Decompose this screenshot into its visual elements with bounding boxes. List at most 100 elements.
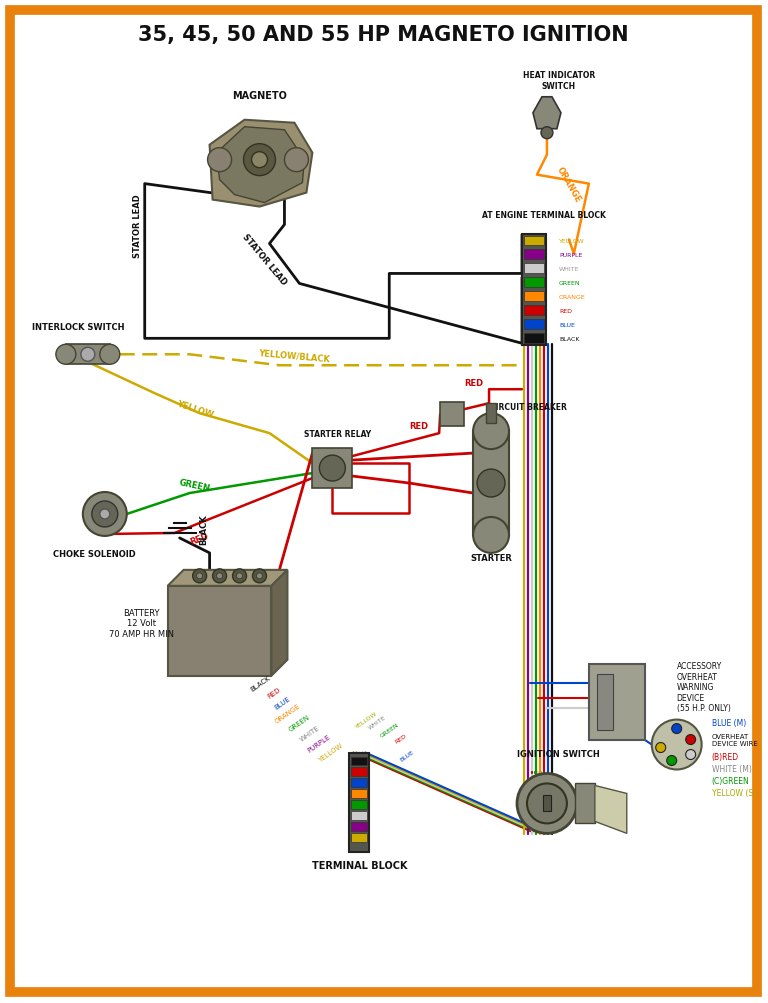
Bar: [351, 811, 367, 820]
Bar: [486, 404, 496, 423]
Bar: [524, 292, 544, 302]
Circle shape: [652, 720, 702, 769]
Text: PURPLE: PURPLE: [559, 253, 582, 258]
Text: BLUE (M): BLUE (M): [712, 718, 746, 727]
Circle shape: [672, 724, 682, 734]
Polygon shape: [595, 785, 627, 833]
Text: AT ENGINE TERMINAL BLOCK: AT ENGINE TERMINAL BLOCK: [482, 211, 606, 220]
Bar: [313, 448, 353, 488]
Text: GREEN: GREEN: [288, 713, 311, 732]
Text: OVERHEAT
DEVICE WIRE: OVERHEAT DEVICE WIRE: [712, 733, 757, 746]
Text: BLUE: BLUE: [559, 323, 574, 328]
Bar: [349, 753, 369, 853]
Polygon shape: [167, 571, 287, 586]
Bar: [524, 264, 544, 274]
Text: STARTER: STARTER: [470, 554, 512, 563]
Circle shape: [92, 502, 118, 528]
Text: RED: RED: [409, 421, 429, 430]
Circle shape: [100, 510, 110, 520]
Bar: [351, 822, 367, 831]
Bar: [473, 431, 509, 536]
Polygon shape: [217, 127, 304, 204]
Bar: [543, 795, 551, 811]
Circle shape: [253, 570, 266, 584]
Bar: [351, 756, 367, 765]
Bar: [524, 237, 544, 247]
Circle shape: [686, 750, 696, 759]
Bar: [351, 789, 367, 798]
Circle shape: [100, 345, 120, 365]
Text: CIRCUIT BREAKER: CIRCUIT BREAKER: [490, 402, 567, 411]
Circle shape: [213, 570, 227, 584]
Text: INTERLOCK SWITCH: INTERLOCK SWITCH: [31, 323, 124, 332]
Text: ORANGE: ORANGE: [559, 295, 586, 300]
Text: YELLOW: YELLOW: [175, 398, 214, 419]
Text: RED: RED: [394, 732, 408, 743]
Circle shape: [193, 570, 207, 584]
Circle shape: [541, 127, 553, 139]
Circle shape: [237, 574, 243, 580]
Bar: [524, 334, 544, 344]
Bar: [351, 778, 367, 787]
Text: CHOKE SOLENOID: CHOKE SOLENOID: [54, 550, 136, 559]
Bar: [597, 674, 613, 730]
Circle shape: [517, 773, 577, 833]
Circle shape: [319, 455, 346, 481]
Text: BLUE: BLUE: [399, 749, 415, 762]
Bar: [167, 586, 271, 676]
Text: RED: RED: [266, 686, 281, 699]
Circle shape: [656, 743, 666, 753]
Circle shape: [251, 152, 267, 169]
Text: PURPLE: PURPLE: [306, 733, 331, 753]
Text: STATOR LEAD: STATOR LEAD: [133, 195, 142, 258]
Text: RED: RED: [465, 378, 484, 387]
Bar: [524, 250, 544, 260]
Text: BATTERY
12 Volt
70 AMP HR MIN: BATTERY 12 Volt 70 AMP HR MIN: [109, 608, 174, 638]
Text: 35, 45, 50 AND 55 HP MAGNETO IGNITION: 35, 45, 50 AND 55 HP MAGNETO IGNITION: [138, 25, 628, 45]
Bar: [524, 306, 544, 316]
Bar: [524, 278, 544, 288]
Circle shape: [686, 735, 696, 745]
Text: YELLOW: YELLOW: [318, 742, 344, 763]
Text: BLACK: BLACK: [250, 674, 271, 692]
Text: GREEN: GREEN: [178, 477, 211, 493]
Text: YELLOW: YELLOW: [559, 239, 584, 244]
Bar: [351, 833, 367, 843]
Text: MAGNETO: MAGNETO: [232, 90, 287, 100]
Circle shape: [233, 570, 247, 584]
Text: STARTER RELAY: STARTER RELAY: [304, 429, 371, 438]
Polygon shape: [271, 571, 287, 676]
Text: ACCESSORY
OVERHEAT
WARNING
DEVICE
(55 H.P. ONLY): ACCESSORY OVERHEAT WARNING DEVICE (55 H.…: [677, 662, 730, 712]
Circle shape: [197, 574, 203, 580]
Text: TERMINAL BLOCK: TERMINAL BLOCK: [312, 861, 407, 871]
Text: BLACK: BLACK: [200, 515, 209, 545]
Text: (C)GREEN: (C)GREEN: [712, 776, 750, 785]
Bar: [351, 800, 367, 809]
Bar: [522, 235, 546, 346]
Circle shape: [217, 574, 223, 580]
Circle shape: [473, 518, 509, 554]
Text: YELLOW: YELLOW: [354, 710, 378, 729]
Polygon shape: [210, 120, 313, 208]
Text: ORANGE: ORANGE: [273, 702, 301, 724]
Text: WHITE: WHITE: [367, 714, 387, 730]
Circle shape: [284, 148, 309, 173]
Bar: [589, 664, 645, 740]
Text: GREEN: GREEN: [379, 721, 400, 738]
Text: IGNITION SWITCH: IGNITION SWITCH: [517, 749, 600, 758]
Text: RED: RED: [189, 531, 210, 546]
Circle shape: [477, 469, 505, 497]
Circle shape: [207, 148, 232, 173]
Text: GREEN: GREEN: [559, 281, 581, 286]
Text: YELLOW (S): YELLOW (S): [712, 788, 756, 797]
Circle shape: [473, 414, 509, 449]
Text: STATOR LEAD: STATOR LEAD: [240, 232, 289, 287]
Bar: [440, 403, 464, 426]
Bar: [575, 783, 595, 823]
Circle shape: [83, 492, 127, 537]
Circle shape: [257, 574, 263, 580]
Text: WHITE (M): WHITE (M): [712, 764, 752, 773]
Circle shape: [56, 345, 76, 365]
Circle shape: [243, 144, 276, 177]
Bar: [66, 345, 110, 365]
